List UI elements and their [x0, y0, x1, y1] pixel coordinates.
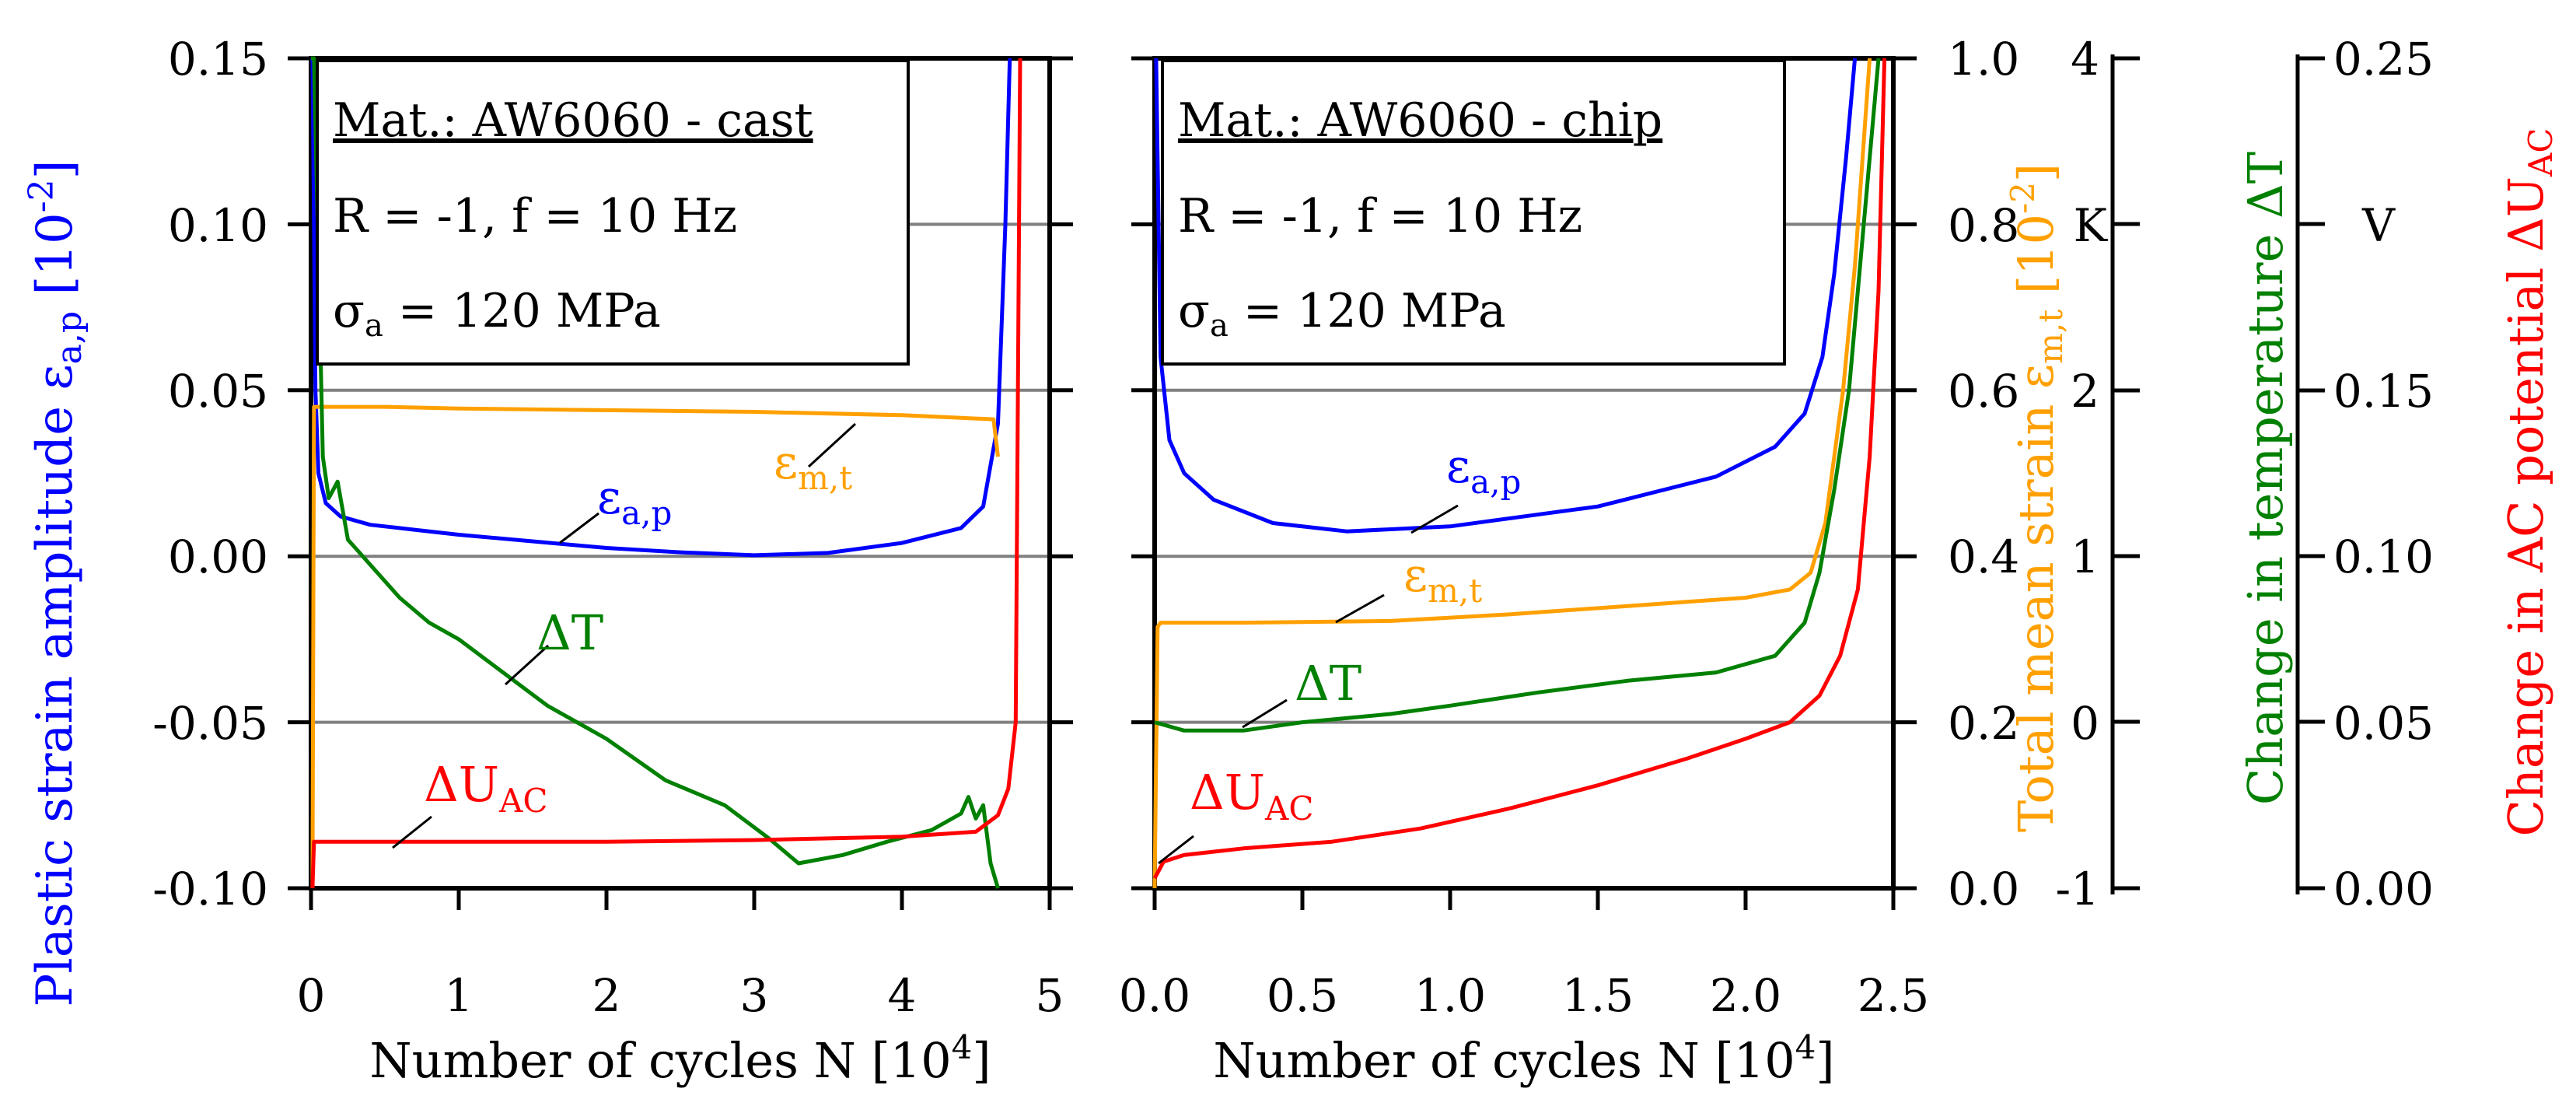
temp-tick: 0	[2071, 697, 2099, 750]
legend-cast-stress: σa = 120 MPa	[333, 284, 661, 344]
ac-axis-ticks	[2298, 56, 2325, 891]
annot-leader	[559, 512, 599, 544]
left-x-tick: 5	[1036, 969, 1064, 1022]
annotations-cast: εa,p εm,t ΔT ΔUAC	[392, 422, 857, 849]
plastic-tick: 0.15	[168, 33, 268, 86]
mean-tick: 0.0	[1948, 863, 2019, 915]
plastic-ticks: 0.15 0.10 0.05 0.00 -0.05 -0.10	[152, 33, 268, 915]
temp-axis-ticks	[2113, 56, 2140, 891]
legend-cast-box	[316, 59, 910, 366]
annot-leader	[392, 815, 432, 849]
mean-tick: 0.8	[1948, 199, 2019, 252]
temp-tick: 1	[2071, 530, 2099, 583]
left-x-tick: 2	[592, 969, 621, 1022]
annot-eps-ap: εa,p	[1446, 439, 1521, 501]
temp-ticks: 4 K 2 1 0 -1	[2056, 33, 2109, 915]
plastic-tick: 0.00	[168, 530, 268, 583]
mean-tick: 0.4	[1948, 530, 2019, 583]
mean-tick: 1.0	[1948, 33, 2019, 86]
temp-tick: 2	[2071, 365, 2099, 418]
annot-eps-mt: εm,t	[774, 436, 852, 497]
mean-ticks: 1.0 0.8 0.6 0.4 0.2 0.0	[1948, 33, 2019, 915]
series-line-plastic	[1154, 58, 1858, 534]
annot-leader	[807, 422, 857, 468]
series-line-ac	[1152, 58, 1887, 880]
right-x-tick: 2.0	[1710, 969, 1781, 1022]
mean-tick: 0.6	[1948, 365, 2019, 418]
annot-leader	[1335, 593, 1385, 624]
left-x-label: Number of cycles N [104]	[369, 1028, 991, 1089]
right-x-tick: 1.0	[1414, 969, 1486, 1022]
plastic-tick: -0.05	[152, 697, 268, 750]
annot-leader	[504, 644, 550, 686]
left-x-tick: 1	[445, 969, 474, 1022]
ac-unit: V	[2361, 199, 2396, 252]
temp-unit: K	[2074, 199, 2109, 252]
legend-cast: Mat.: AW6060 - cast R = -1, f = 10 Hz σa…	[316, 59, 910, 366]
series-line-mean	[310, 404, 1000, 889]
temp-tick: -1	[2056, 863, 2100, 915]
mean-axis-label: Total mean strain εm,t [10-2]	[2004, 163, 2070, 832]
legend-chip-material: Mat.: AW6060 - chip	[1178, 93, 1662, 148]
annot-leader	[1410, 504, 1459, 534]
legend-cast-conditions: R = -1, f = 10 Hz	[333, 189, 737, 243]
annot-leader	[1242, 698, 1288, 729]
ac-tick: 0.10	[2333, 530, 2434, 583]
ac-tick: 0.05	[2333, 697, 2434, 750]
annotations-chip: εa,p εm,t ΔT ΔUAC	[1158, 439, 1521, 865]
ac-ticks: 0.25 V 0.15 0.10 0.05 0.00	[2333, 33, 2434, 915]
panel-cast	[288, 56, 1073, 910]
ac-tick: 0.00	[2333, 863, 2434, 915]
temp-axis-label: Change in temperature ΔT	[2237, 152, 2294, 805]
annot-dT: ΔT	[537, 604, 603, 661]
annot-dT: ΔT	[1295, 655, 1361, 712]
right-x-ticks: 0.0 0.5 1.0 1.5 2.0 2.5	[1119, 969, 1929, 1022]
right-x-label: Number of cycles N [104]	[1213, 1028, 1834, 1089]
plastic-tick: 0.10	[168, 199, 268, 252]
right-x-tick: 0.0	[1119, 969, 1190, 1022]
legend-chip: Mat.: AW6060 - chip R = -1, f = 10 Hz σa…	[1161, 59, 1786, 366]
annot-dU: ΔUAC	[1190, 764, 1314, 828]
mean-tick: 0.2	[1948, 697, 2019, 750]
left-x-ticks: 0 1 2 3 4 5	[297, 969, 1064, 1022]
plot-frame	[309, 56, 1052, 891]
left-x-tick: 3	[740, 969, 769, 1022]
legend-cast-material: Mat.: AW6060 - cast	[333, 93, 813, 148]
left-x-tick: 4	[888, 969, 917, 1022]
annot-dU: ΔUAC	[424, 756, 548, 820]
series-line-ac	[310, 58, 1022, 889]
right-x-tick: 2.5	[1858, 969, 1929, 1022]
legend-chip-stress: σa = 120 MPa	[1178, 284, 1506, 344]
annot-eps-mt: εm,t	[1403, 548, 1482, 610]
right-x-tick: 0.5	[1267, 969, 1338, 1022]
series-line-plastic	[310, 58, 1012, 558]
legend-chip-conditions: R = -1, f = 10 Hz	[1178, 189, 1582, 243]
panel-chip	[1131, 56, 1917, 910]
series-line-temp	[311, 56, 1000, 889]
annot-eps-ap: εa,p	[597, 471, 672, 532]
plastic-tick: 0.05	[168, 365, 268, 418]
left-x-tick: 0	[297, 969, 326, 1022]
series-line-mean	[1152, 58, 1872, 889]
series-line-temp	[1154, 58, 1881, 733]
temp-tick: 4	[2071, 33, 2099, 86]
plot-frame	[1152, 56, 1896, 891]
ac-axis-label: Change in AC potential ΔUAC	[2497, 128, 2560, 836]
ac-tick: 0.25	[2333, 33, 2434, 86]
plastic-tick: -0.10	[152, 863, 268, 915]
ac-tick: 0.15	[2333, 365, 2434, 418]
annot-leader	[1158, 835, 1194, 865]
legend-chip-box	[1161, 59, 1786, 366]
right-x-tick: 1.5	[1562, 969, 1634, 1022]
plastic-axis-label: Plastic strain amplitude εa,p [10-2]	[22, 159, 89, 1006]
